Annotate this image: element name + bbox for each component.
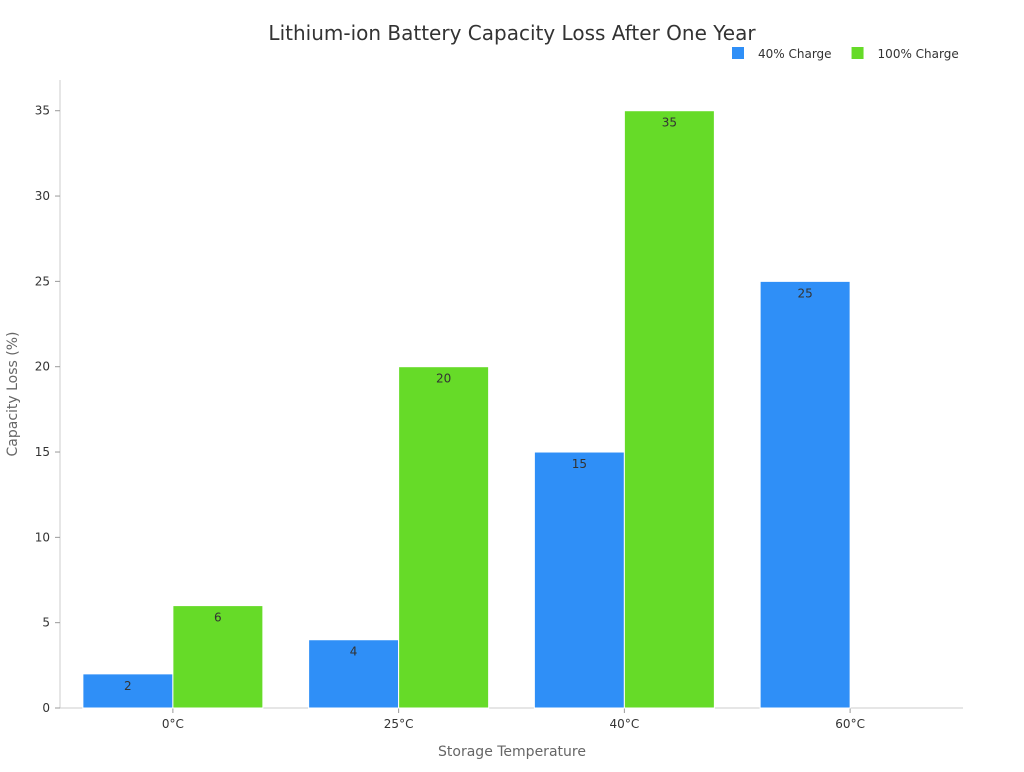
x-tick-label: 25°C [384,717,414,731]
data-label: 6 [214,611,222,625]
y-tick-label: 0 [42,701,50,715]
data-label: 2 [124,679,132,693]
legend: 40% Charge 100% Charge [732,47,959,61]
y-axis-label: Capacity Loss (%) [5,331,21,456]
chart-title: Lithium-ion Battery Capacity Loss After … [268,21,756,45]
bar [308,639,400,709]
y-tick-label: 20 [35,360,50,374]
data-label: 20 [436,372,451,386]
legend-label: 100% Charge [878,47,959,61]
y-tick-label: 25 [35,274,50,288]
data-label: 35 [662,116,677,130]
bar [533,451,625,709]
data-label: 4 [350,645,358,659]
x-tick-label: 0°C [162,717,184,731]
legend-swatch [732,47,744,59]
bar [759,280,851,709]
data-label: 25 [797,286,812,300]
y-tick-label: 35 [35,104,50,118]
legend-swatch [851,47,864,59]
x-tick-label: 40°C [610,717,640,731]
bars: 2 6 4 20 15 35 25 [82,110,851,709]
bar [623,110,715,709]
y-tick-label: 10 [35,530,50,544]
x-axis-label: Storage Temperature [438,744,586,760]
y-tick-label: 30 [35,189,50,203]
data-label: 15 [572,457,587,471]
bar [172,605,264,709]
x-tick-label: 60°C [835,717,865,731]
y-tick-label: 5 [42,616,50,630]
legend-label: 40% Charge [758,47,832,61]
bar [398,366,490,709]
y-tick-label: 15 [35,445,50,459]
